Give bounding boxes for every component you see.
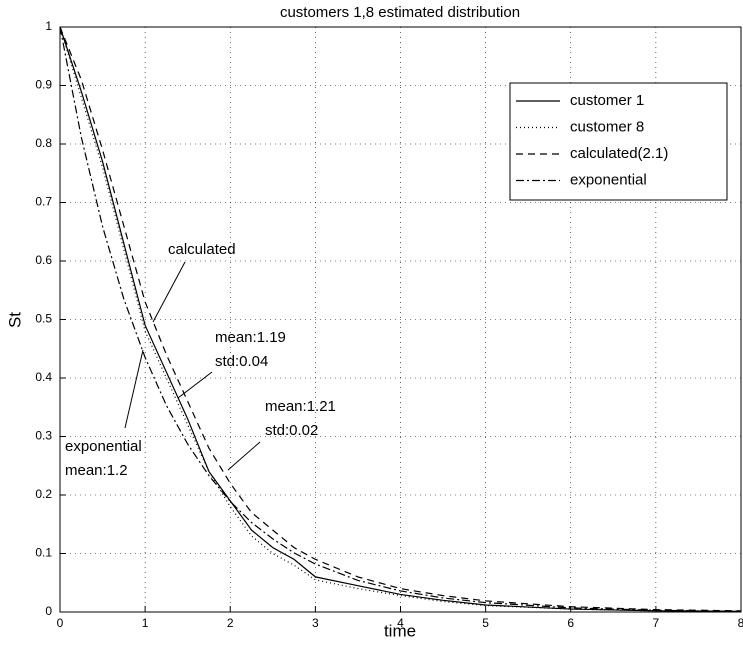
y-tick-label: 0.9 bbox=[35, 78, 52, 92]
x-tick-label: 4 bbox=[397, 616, 404, 630]
series-line bbox=[59, 26, 742, 613]
y-tick-label: 0.5 bbox=[35, 312, 52, 326]
annotation-leader bbox=[124, 349, 144, 429]
y-tick-label: 0.3 bbox=[35, 429, 52, 443]
series-line bbox=[59, 26, 742, 612]
x-axis-label: time bbox=[384, 621, 416, 640]
annotation: std:0.02 bbox=[265, 422, 318, 439]
legend-label: customer 1 bbox=[570, 92, 644, 109]
chart-title: customers 1,8 estimated distribution bbox=[280, 4, 520, 21]
y-tick-label: 0.6 bbox=[35, 253, 52, 267]
x-tick-label: 7 bbox=[653, 616, 660, 630]
annotation-leader bbox=[177, 371, 213, 399]
annotation: mean:1.21 bbox=[265, 398, 336, 415]
x-tick-label: 3 bbox=[312, 616, 319, 630]
annotation: exponential bbox=[65, 438, 142, 455]
y-tick-label: 0.1 bbox=[35, 546, 52, 560]
y-tick-label: 0 bbox=[45, 604, 52, 618]
x-tick-label: 8 bbox=[738, 616, 743, 630]
x-tick-label: 5 bbox=[482, 616, 489, 630]
legend-box bbox=[509, 82, 728, 201]
annotation-leader bbox=[227, 441, 261, 471]
x-tick-label: 2 bbox=[227, 616, 234, 630]
y-tick-label: 0.4 bbox=[35, 370, 52, 384]
x-tick-label: 1 bbox=[142, 616, 149, 630]
series-line bbox=[59, 26, 742, 613]
annotation-leader bbox=[152, 261, 186, 323]
annotation: calculated bbox=[168, 241, 236, 258]
legend-label: exponential bbox=[570, 171, 647, 188]
y-tick-label: 0.8 bbox=[35, 136, 52, 150]
legend-label: calculated(2.1) bbox=[570, 145, 668, 162]
y-tick-label: 1 bbox=[45, 19, 52, 33]
plot-frame bbox=[59, 26, 742, 613]
annotation: mean:1.2 bbox=[65, 462, 128, 479]
annotation: mean:1.19 bbox=[215, 329, 286, 346]
annotation: std:0.04 bbox=[215, 353, 268, 370]
x-tick-label: 6 bbox=[567, 616, 574, 630]
y-axis-label: St bbox=[5, 312, 24, 328]
x-tick-label: 0 bbox=[57, 616, 64, 630]
y-tick-label: 0.7 bbox=[35, 195, 52, 209]
legend-label: customer 8 bbox=[570, 118, 644, 135]
y-tick-label: 0.2 bbox=[35, 487, 52, 501]
